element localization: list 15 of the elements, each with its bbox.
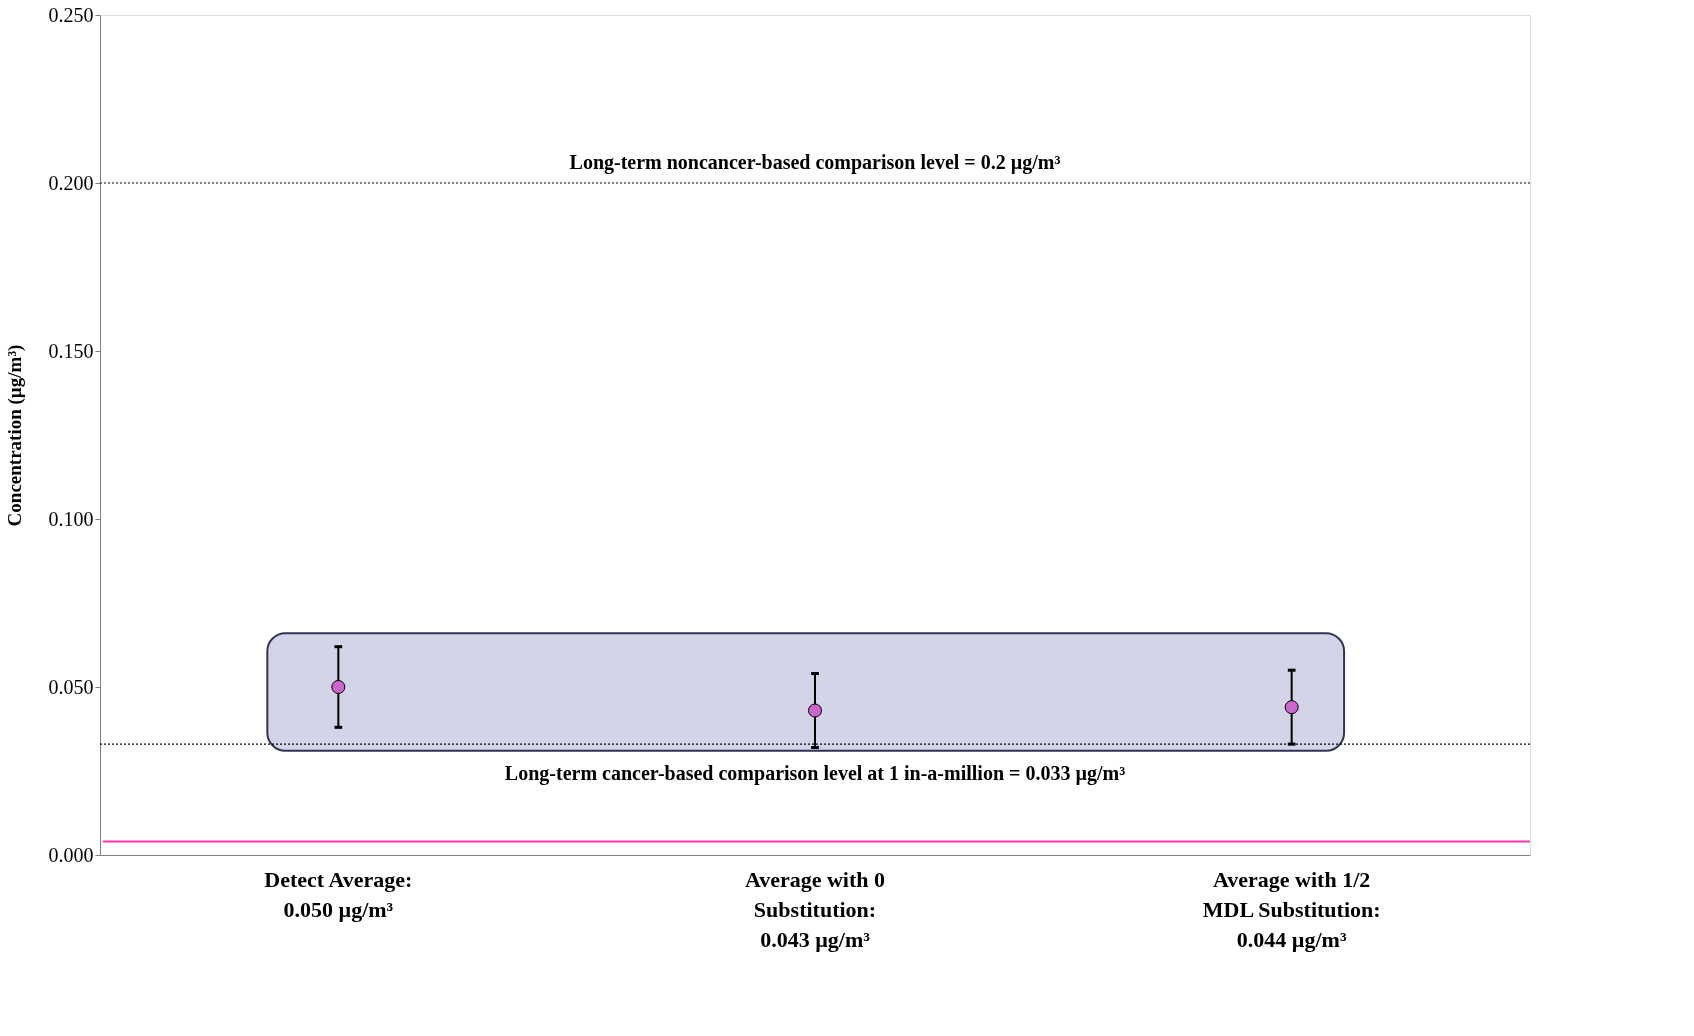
y-tick-label: 0.100 [48, 507, 94, 530]
x-tick-label: Average with 1/2 MDL Substitution: 0.044 µg/m³ [1202, 866, 1381, 952]
y-tick-label: 0.050 [48, 675, 94, 698]
x-tick-label: Average with 0 Substitution: 0.043 µg/m³ [744, 866, 886, 952]
ref-line-label: Long-term cancer-based comparison level at 1 in-a-million = 0.033 µg/m³ [504, 762, 1126, 786]
point [1284, 700, 1299, 715]
y-tick-label: 0.000 [48, 843, 94, 866]
point [807, 703, 823, 718]
x-tick-label: Detect Average: 0.050 µg/m³ [264, 866, 413, 922]
y-axis-title: Concentration (µg/m³) [3, 344, 26, 527]
y-tick-label: 0.200 [48, 171, 94, 194]
y-tick-label: 0.250 [48, 3, 94, 26]
y-tick-label: 0.150 [48, 339, 94, 362]
ref-line-label: Long-term noncancer-based comparison level = 0.2 µg/m³ [569, 151, 1061, 174]
point [331, 679, 346, 695]
